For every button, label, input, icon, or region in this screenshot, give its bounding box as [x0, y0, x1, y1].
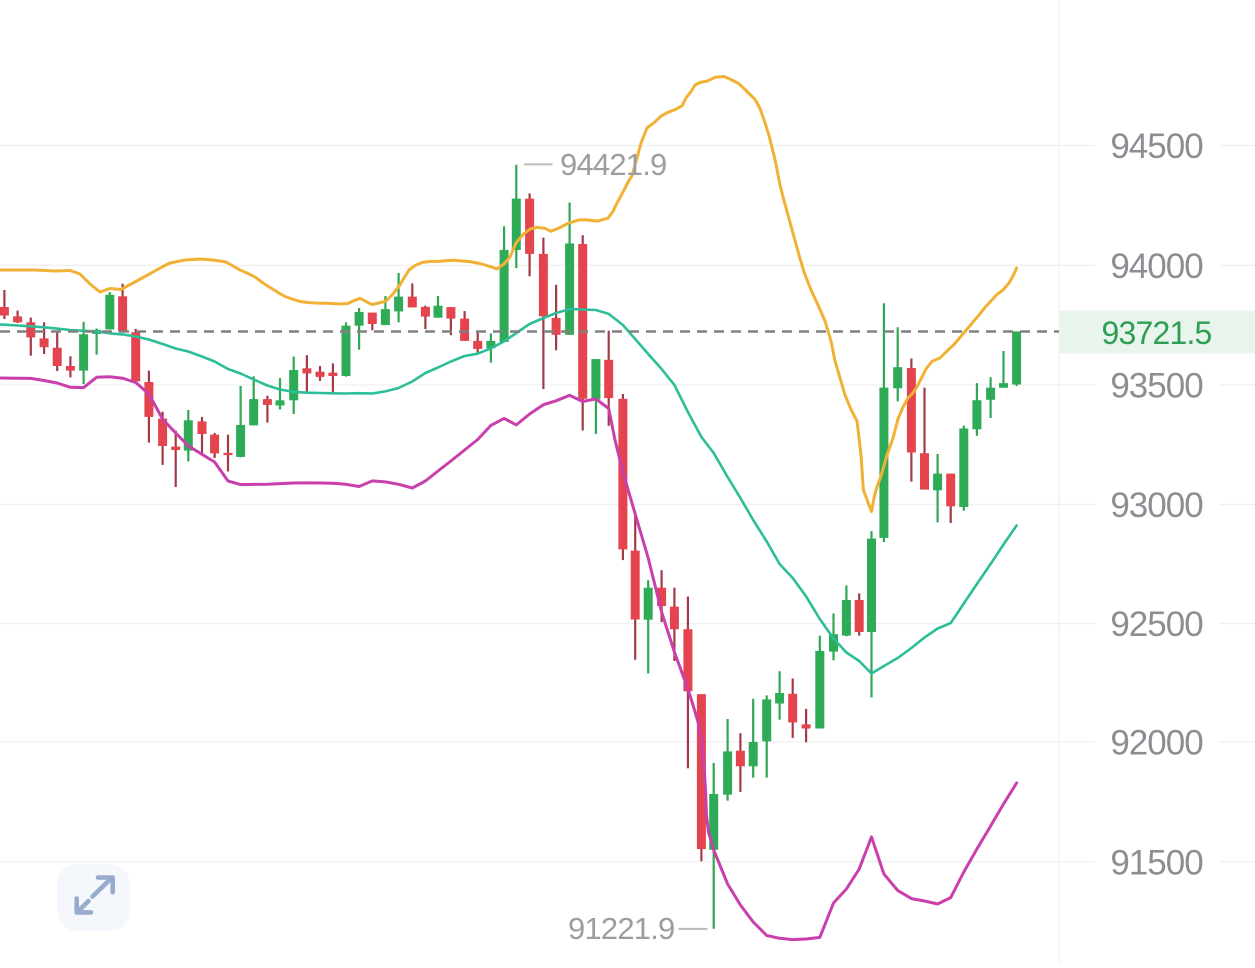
svg-text:94500: 94500 [1110, 127, 1203, 166]
svg-text:92000: 92000 [1110, 724, 1203, 763]
svg-text:93721.5: 93721.5 [1101, 315, 1211, 351]
svg-text:94000: 94000 [1110, 247, 1203, 286]
svg-text:93000: 93000 [1110, 486, 1203, 525]
svg-text:92500: 92500 [1110, 605, 1203, 644]
svg-text:91500: 91500 [1110, 843, 1203, 882]
svg-text:94421.9: 94421.9 [560, 147, 666, 182]
svg-text:93500: 93500 [1110, 367, 1203, 406]
svg-text:91221.9: 91221.9 [568, 911, 674, 946]
